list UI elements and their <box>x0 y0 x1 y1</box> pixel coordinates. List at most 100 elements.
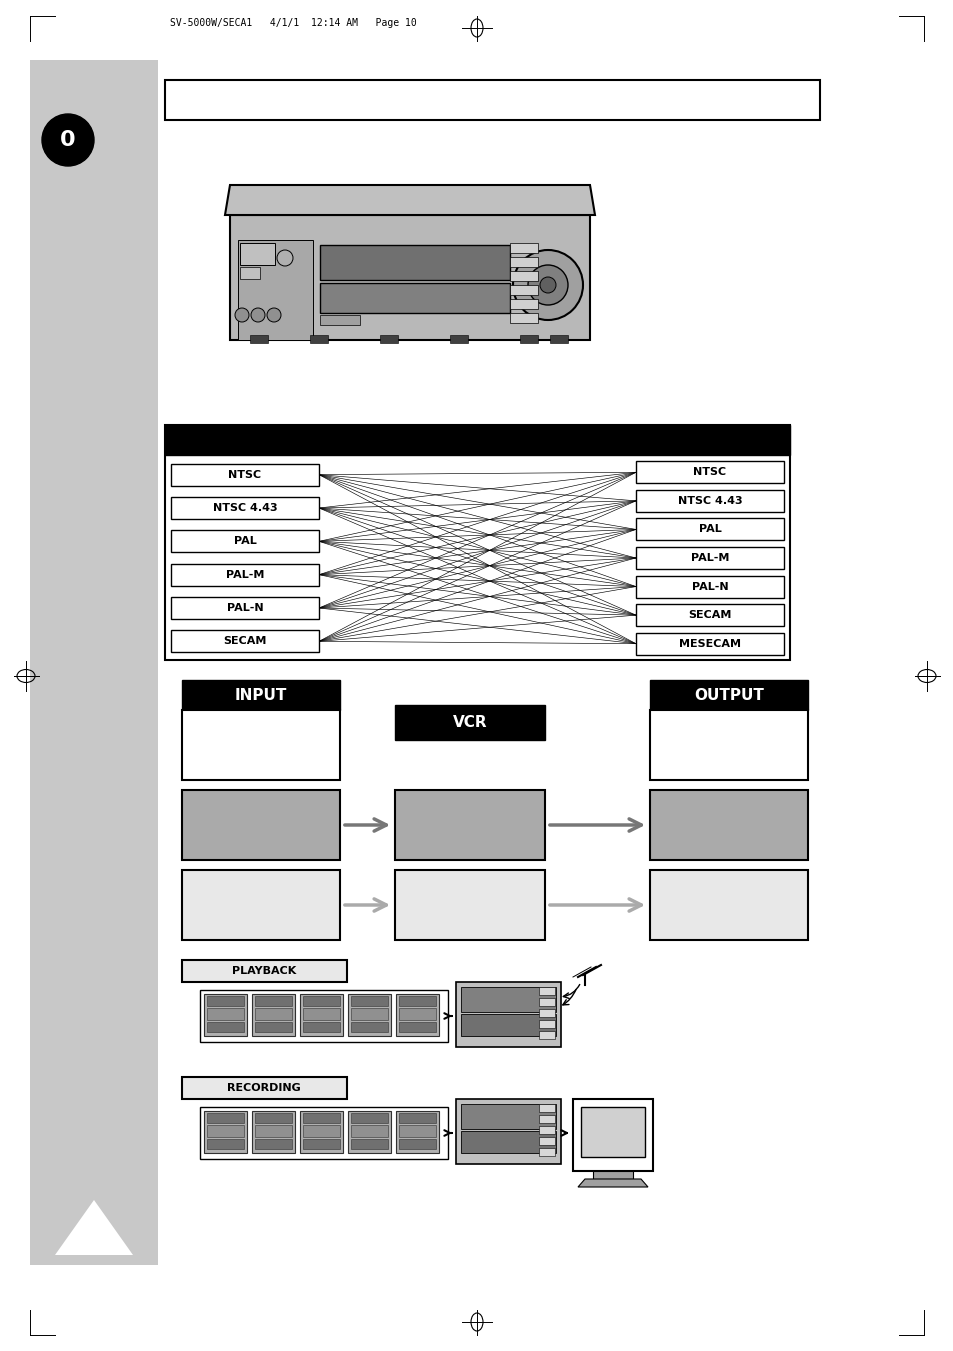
Bar <box>171 597 318 619</box>
Bar <box>240 267 260 280</box>
Text: NTSC: NTSC <box>228 470 261 480</box>
Bar <box>460 1015 556 1036</box>
Text: PAL-N: PAL-N <box>691 581 727 592</box>
Bar <box>207 996 244 1006</box>
Bar <box>252 1111 294 1152</box>
Bar <box>593 1171 633 1179</box>
Bar <box>649 870 807 940</box>
Bar <box>538 988 555 994</box>
Bar <box>649 790 807 861</box>
Bar <box>398 1125 436 1138</box>
Bar <box>636 547 783 569</box>
Circle shape <box>251 308 265 322</box>
Bar <box>254 1139 292 1148</box>
Bar <box>538 1020 555 1028</box>
Bar <box>319 315 359 326</box>
Polygon shape <box>30 1185 158 1265</box>
Bar <box>254 1125 292 1138</box>
Text: NTSC 4.43: NTSC 4.43 <box>213 503 277 513</box>
Bar <box>573 1098 652 1171</box>
Bar <box>237 240 313 340</box>
Circle shape <box>42 113 94 166</box>
Bar <box>636 519 783 540</box>
Bar <box>538 1125 555 1133</box>
Bar <box>649 680 807 711</box>
Bar <box>636 490 783 512</box>
Bar <box>182 680 339 711</box>
Text: VCR: VCR <box>453 715 487 730</box>
Circle shape <box>527 265 567 305</box>
Bar <box>460 988 556 1012</box>
Bar <box>636 632 783 655</box>
Bar <box>510 272 537 281</box>
Circle shape <box>276 250 293 266</box>
Bar <box>379 335 397 343</box>
Bar <box>299 994 343 1036</box>
Bar <box>398 1008 436 1020</box>
Bar <box>351 1125 388 1138</box>
Bar <box>456 1098 560 1165</box>
Bar <box>636 604 783 626</box>
Bar <box>510 299 537 309</box>
Bar <box>538 1031 555 1039</box>
Bar <box>348 1111 391 1152</box>
Bar <box>207 1008 244 1020</box>
Text: PAL-N: PAL-N <box>227 603 263 613</box>
Bar <box>207 1125 244 1138</box>
Bar <box>303 1008 339 1020</box>
Bar <box>351 1008 388 1020</box>
Bar <box>460 1131 556 1152</box>
Bar <box>204 1111 247 1152</box>
Bar <box>303 1139 339 1148</box>
Bar <box>182 1077 347 1098</box>
Bar <box>398 996 436 1006</box>
Text: PAL: PAL <box>233 536 256 546</box>
Bar <box>310 335 328 343</box>
Text: NTSC: NTSC <box>693 467 726 477</box>
Bar <box>510 257 537 267</box>
Bar <box>165 426 789 455</box>
Bar <box>182 961 347 982</box>
Bar <box>254 1021 292 1032</box>
Bar <box>171 497 318 519</box>
Bar <box>395 870 544 940</box>
Polygon shape <box>55 1200 132 1255</box>
Bar <box>204 994 247 1036</box>
Bar <box>182 870 339 940</box>
Bar <box>207 1113 244 1123</box>
Bar <box>456 982 560 1047</box>
Circle shape <box>234 308 249 322</box>
Circle shape <box>267 308 281 322</box>
Bar <box>299 1111 343 1152</box>
Bar <box>207 1139 244 1148</box>
Bar <box>254 1008 292 1020</box>
Bar <box>171 563 318 586</box>
Bar <box>538 1138 555 1146</box>
Bar <box>460 1104 556 1129</box>
Bar <box>207 1021 244 1032</box>
Text: 0: 0 <box>60 130 75 150</box>
Text: INPUT: INPUT <box>234 688 287 703</box>
Circle shape <box>513 250 582 320</box>
Bar <box>182 711 339 780</box>
Bar <box>171 631 318 653</box>
Bar <box>348 994 391 1036</box>
Bar <box>303 1113 339 1123</box>
Bar <box>510 243 537 253</box>
Text: MESECAM: MESECAM <box>679 639 740 648</box>
Circle shape <box>539 277 556 293</box>
Bar <box>303 1021 339 1032</box>
Bar <box>395 705 544 740</box>
Text: SV-5000W/SECA1   4/1/1  12:14 AM   Page 10: SV-5000W/SECA1 4/1/1 12:14 AM Page 10 <box>170 18 416 28</box>
Bar <box>398 1021 436 1032</box>
Text: NTSC 4.43: NTSC 4.43 <box>677 496 741 505</box>
Bar <box>510 285 537 295</box>
Bar <box>351 1113 388 1123</box>
Bar <box>165 426 789 661</box>
Bar <box>636 461 783 484</box>
Bar <box>252 994 294 1036</box>
Bar <box>395 790 544 861</box>
Bar <box>182 790 339 861</box>
Text: OUTPUT: OUTPUT <box>694 688 763 703</box>
Bar <box>538 1148 555 1156</box>
